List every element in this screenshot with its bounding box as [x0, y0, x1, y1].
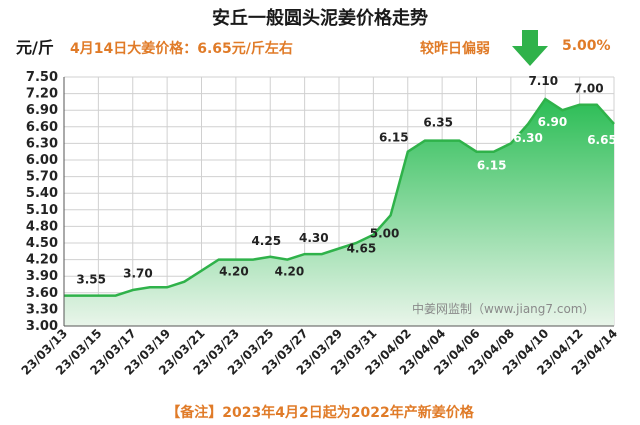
- y-tick-label: 6.00: [26, 153, 58, 168]
- y-tick-label: 5.70: [26, 170, 58, 185]
- data-label: 6.35: [423, 116, 453, 130]
- unit-label: 元/斤: [16, 38, 54, 57]
- price-line: [64, 97, 615, 297]
- data-label: 3.70: [123, 266, 153, 280]
- data-label: 4.65: [347, 242, 377, 256]
- y-tick-label: 3.30: [26, 302, 58, 317]
- y-tick-label: 4.50: [26, 236, 58, 251]
- y-tick-label: 3.60: [26, 286, 58, 301]
- x-axis-ticks: 23/03/1323/03/1523/03/1723/03/1923/03/21…: [19, 326, 621, 378]
- data-label: 6.90: [538, 115, 568, 129]
- price-area: [64, 99, 614, 326]
- y-tick-label: 6.90: [26, 103, 58, 118]
- compare-value: 5.00%: [562, 38, 611, 54]
- y-tick-label: 6.60: [26, 120, 58, 135]
- y-tick-label: 4.80: [26, 219, 58, 234]
- data-label: 7.10: [528, 74, 558, 88]
- footnote: 【备注】2023年4月2日起为2022年产新姜价格: [166, 405, 474, 421]
- data-label: 6.15: [379, 131, 409, 145]
- y-tick-label: 7.50: [26, 70, 58, 85]
- data-label: 6.65: [587, 133, 617, 147]
- data-label: 6.30: [513, 131, 543, 145]
- y-tick-label: 7.20: [26, 87, 58, 102]
- down-arrow-icon: [512, 30, 548, 66]
- data-labels: 3.55 3.70 4.20 4.25 4.20 4.30 4.65 5.00 6.15 6.35…: [76, 74, 616, 286]
- y-tick-label: 4.20: [26, 253, 58, 268]
- y-tick-label: 6.30: [26, 136, 58, 151]
- data-label: 7.00: [574, 82, 604, 96]
- y-tick-label: 3.90: [26, 269, 58, 284]
- data-label: 6.15: [477, 159, 507, 173]
- data-label: 5.00: [370, 226, 400, 240]
- axes: [63, 77, 614, 327]
- y-tick-label: 5.10: [26, 203, 58, 218]
- data-label: 4.20: [275, 265, 305, 279]
- data-label: 4.25: [251, 234, 281, 248]
- y-axis-ticks: 3.00 3.303.60 3.904.20 4.50 4.805.10 5.405.70…: [26, 70, 58, 334]
- chart-title: 安丘一般圆头泥姜价格走势: [212, 8, 428, 29]
- compare-label: 较昨日偏弱: [420, 41, 490, 57]
- data-label: 4.20: [219, 265, 249, 279]
- y-tick-label: 5.40: [26, 186, 58, 201]
- today-price: 4月14日大姜价格：6.65元/斤左右: [70, 41, 293, 57]
- source-note: 中姜网监制（www.jiang7.com）: [412, 302, 595, 316]
- y-tick-label: 3.00: [26, 319, 58, 334]
- data-label: 3.55: [76, 273, 106, 287]
- data-label: 4.30: [299, 231, 329, 245]
